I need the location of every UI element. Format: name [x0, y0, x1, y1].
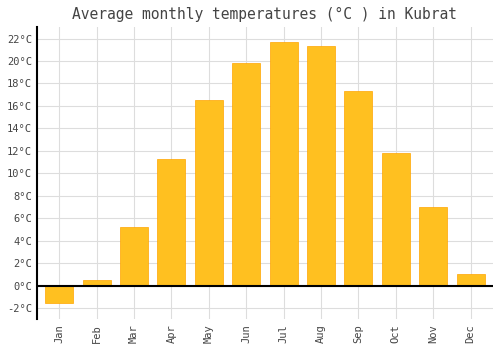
Bar: [456, 274, 484, 286]
Bar: [232, 63, 260, 286]
Bar: [344, 91, 372, 286]
Bar: [419, 207, 447, 286]
Bar: [120, 227, 148, 286]
Bar: [45, 286, 74, 303]
Bar: [82, 280, 110, 286]
Bar: [195, 100, 223, 286]
Title: Average monthly temperatures (°C ) in Kubrat: Average monthly temperatures (°C ) in Ku…: [72, 7, 458, 22]
Bar: [158, 159, 186, 286]
Bar: [270, 42, 297, 286]
Bar: [382, 153, 410, 286]
Bar: [307, 47, 335, 286]
